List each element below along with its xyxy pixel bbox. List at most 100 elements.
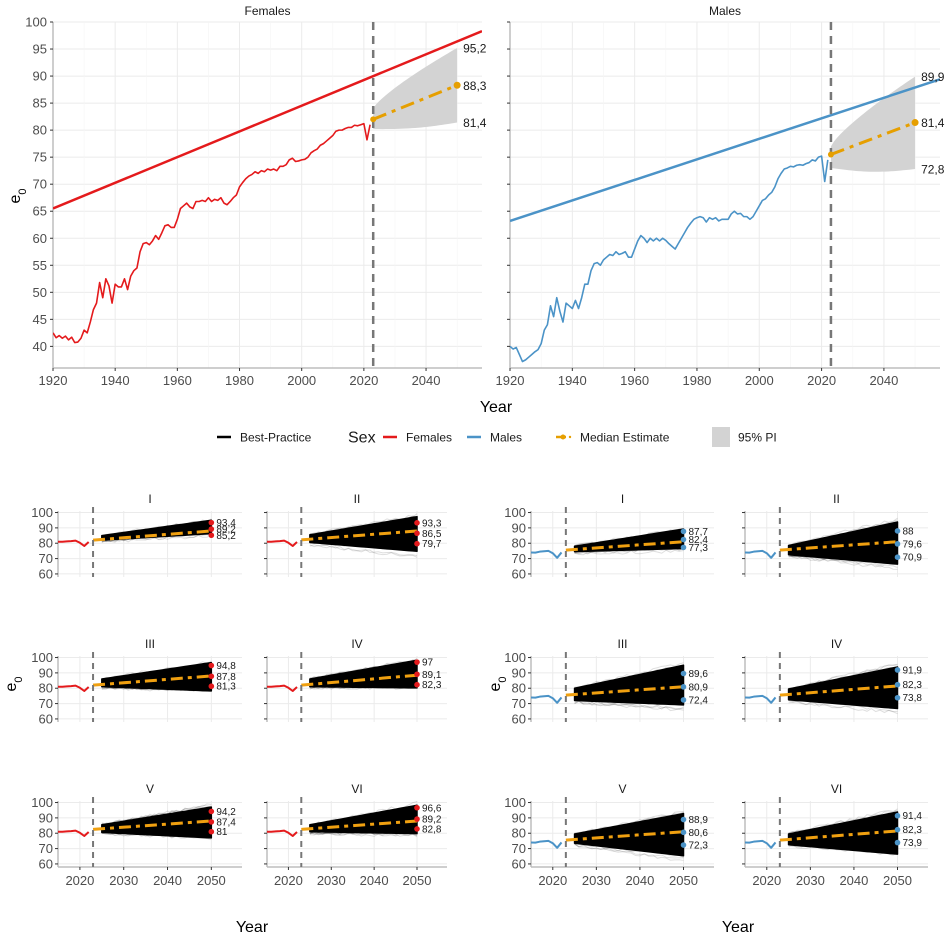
observed-line — [531, 839, 563, 849]
end-point — [208, 673, 215, 680]
end-value-label: 91,9 — [903, 665, 923, 676]
panel-title: V — [146, 782, 154, 796]
end-point — [894, 681, 901, 688]
end-point — [680, 536, 687, 543]
y-axis-title-males-subscript: 0 — [497, 676, 509, 682]
best-practice-line — [53, 30, 482, 210]
small-panel-females-vi: 2020 2030 2040 2050 VI 96,689,282,8 — [264, 782, 447, 888]
end-point — [680, 544, 687, 551]
y-tick-label: 80 — [512, 536, 526, 551]
end-value-label: 82,8 — [422, 824, 442, 835]
end-value-label: 89,2 — [216, 525, 236, 536]
panel-title: V — [618, 782, 626, 796]
y-tick-label: 80 — [39, 536, 53, 551]
panel-title: III — [145, 637, 155, 651]
end-point — [894, 528, 901, 534]
median-line — [92, 674, 212, 687]
x-tick-label: 2030 — [582, 873, 611, 888]
x-tick-label: 2000 — [745, 373, 774, 388]
observed-line — [745, 694, 777, 704]
x-tick-label: 2050 — [669, 873, 698, 888]
median-line — [565, 830, 684, 842]
observed-line — [58, 539, 90, 547]
simulation-band — [787, 521, 899, 565]
simulated-trajectory — [101, 518, 212, 538]
end-point — [894, 826, 901, 833]
y-tick-label: 60 — [512, 856, 526, 871]
x-tick-label: 2040 — [625, 873, 654, 888]
observed-line — [267, 829, 298, 837]
y-tick-label: 90 — [512, 665, 526, 680]
x-tick-label: 2030 — [317, 873, 346, 888]
observed-line — [267, 539, 298, 547]
plot-area — [745, 663, 899, 715]
y-tick-label: 55 — [33, 258, 47, 273]
y-tick-label: 50 — [33, 285, 47, 300]
plot-area — [267, 801, 418, 838]
y-tick-label: 60 — [39, 856, 53, 871]
simulation-band — [309, 659, 418, 689]
end-value-label: 81,3 — [216, 682, 236, 693]
x-tick-label: 2040 — [153, 873, 182, 888]
y-tick-label: 75 — [33, 150, 47, 165]
y-tick-label: 100 — [504, 505, 526, 520]
median-start-point — [370, 116, 377, 123]
end-value-label: 89,2 — [422, 815, 442, 826]
y-tick-label: 70 — [39, 841, 53, 856]
x-axis-title-males: Year — [722, 919, 755, 936]
y-tick-label: 40 — [33, 339, 47, 354]
y-tick-label: 60 — [39, 566, 53, 581]
end-value-label: 96,6 — [422, 803, 442, 814]
simulated-trajectory — [574, 700, 684, 711]
end-value-label: 82,3 — [422, 680, 442, 691]
end-point — [414, 681, 420, 688]
end-point — [208, 683, 215, 690]
end-value-label: 87,4 — [216, 817, 236, 828]
end-point — [680, 670, 687, 677]
y-axis-title-females: e0 — [3, 676, 25, 691]
x-tick-label: 1940 — [101, 373, 130, 388]
simulated-trajectory — [788, 554, 898, 568]
y-tick-label: 100 — [31, 505, 53, 520]
y-tick-label: 80 — [39, 681, 53, 696]
end-value-label: 77,3 — [689, 543, 709, 554]
y-axis-title-males: e0 — [487, 676, 509, 691]
end-value-label: 95,2 — [463, 41, 487, 55]
x-tick-label: 2020 — [807, 373, 836, 388]
end-value-label: 93,3 — [422, 518, 442, 529]
end-point — [208, 519, 215, 526]
simulated-trajectory — [101, 803, 212, 825]
y-tick-label: 60 — [512, 711, 526, 726]
panel-title: I — [148, 492, 151, 506]
end-point — [208, 662, 215, 669]
legend-key-median-point — [560, 434, 566, 440]
legend-label-pi: 95% PI — [738, 431, 777, 445]
y-tick-label: 60 — [33, 231, 47, 246]
x-tick-label: 1980 — [682, 373, 711, 388]
x-axis-title-females: Year — [236, 919, 269, 936]
simulated-trajectory — [574, 549, 684, 556]
end-point — [680, 842, 687, 848]
plot-area — [58, 803, 213, 841]
small-panel-males-iv: IV 91,9 82,3 73,8 — [742, 637, 928, 722]
y-tick-label: 100 — [31, 650, 53, 665]
plot-area — [531, 662, 685, 712]
legend: Best-Practice Sex Females Males Median Estim… — [217, 427, 777, 447]
end-value-label: 88,3 — [463, 79, 487, 93]
end-value-label: 88 — [903, 526, 915, 537]
plot-area — [58, 518, 213, 547]
end-value-label: 81,4 — [921, 116, 945, 130]
x-tick-label: 2040 — [360, 873, 389, 888]
end-value-label: 93,4 — [216, 518, 236, 529]
end-point — [894, 667, 901, 673]
panel-title: VI — [831, 782, 842, 796]
x-tick-label: 2020 — [752, 873, 781, 888]
end-value-label: 88,9 — [689, 815, 709, 826]
panel-title: VI — [351, 782, 362, 796]
x-tick-label: 2000 — [287, 373, 316, 388]
panel-females: 40 45 50 55 60 65 70 75 80 85 90 95 100 1920 1940 1960 1… — [25, 4, 487, 388]
